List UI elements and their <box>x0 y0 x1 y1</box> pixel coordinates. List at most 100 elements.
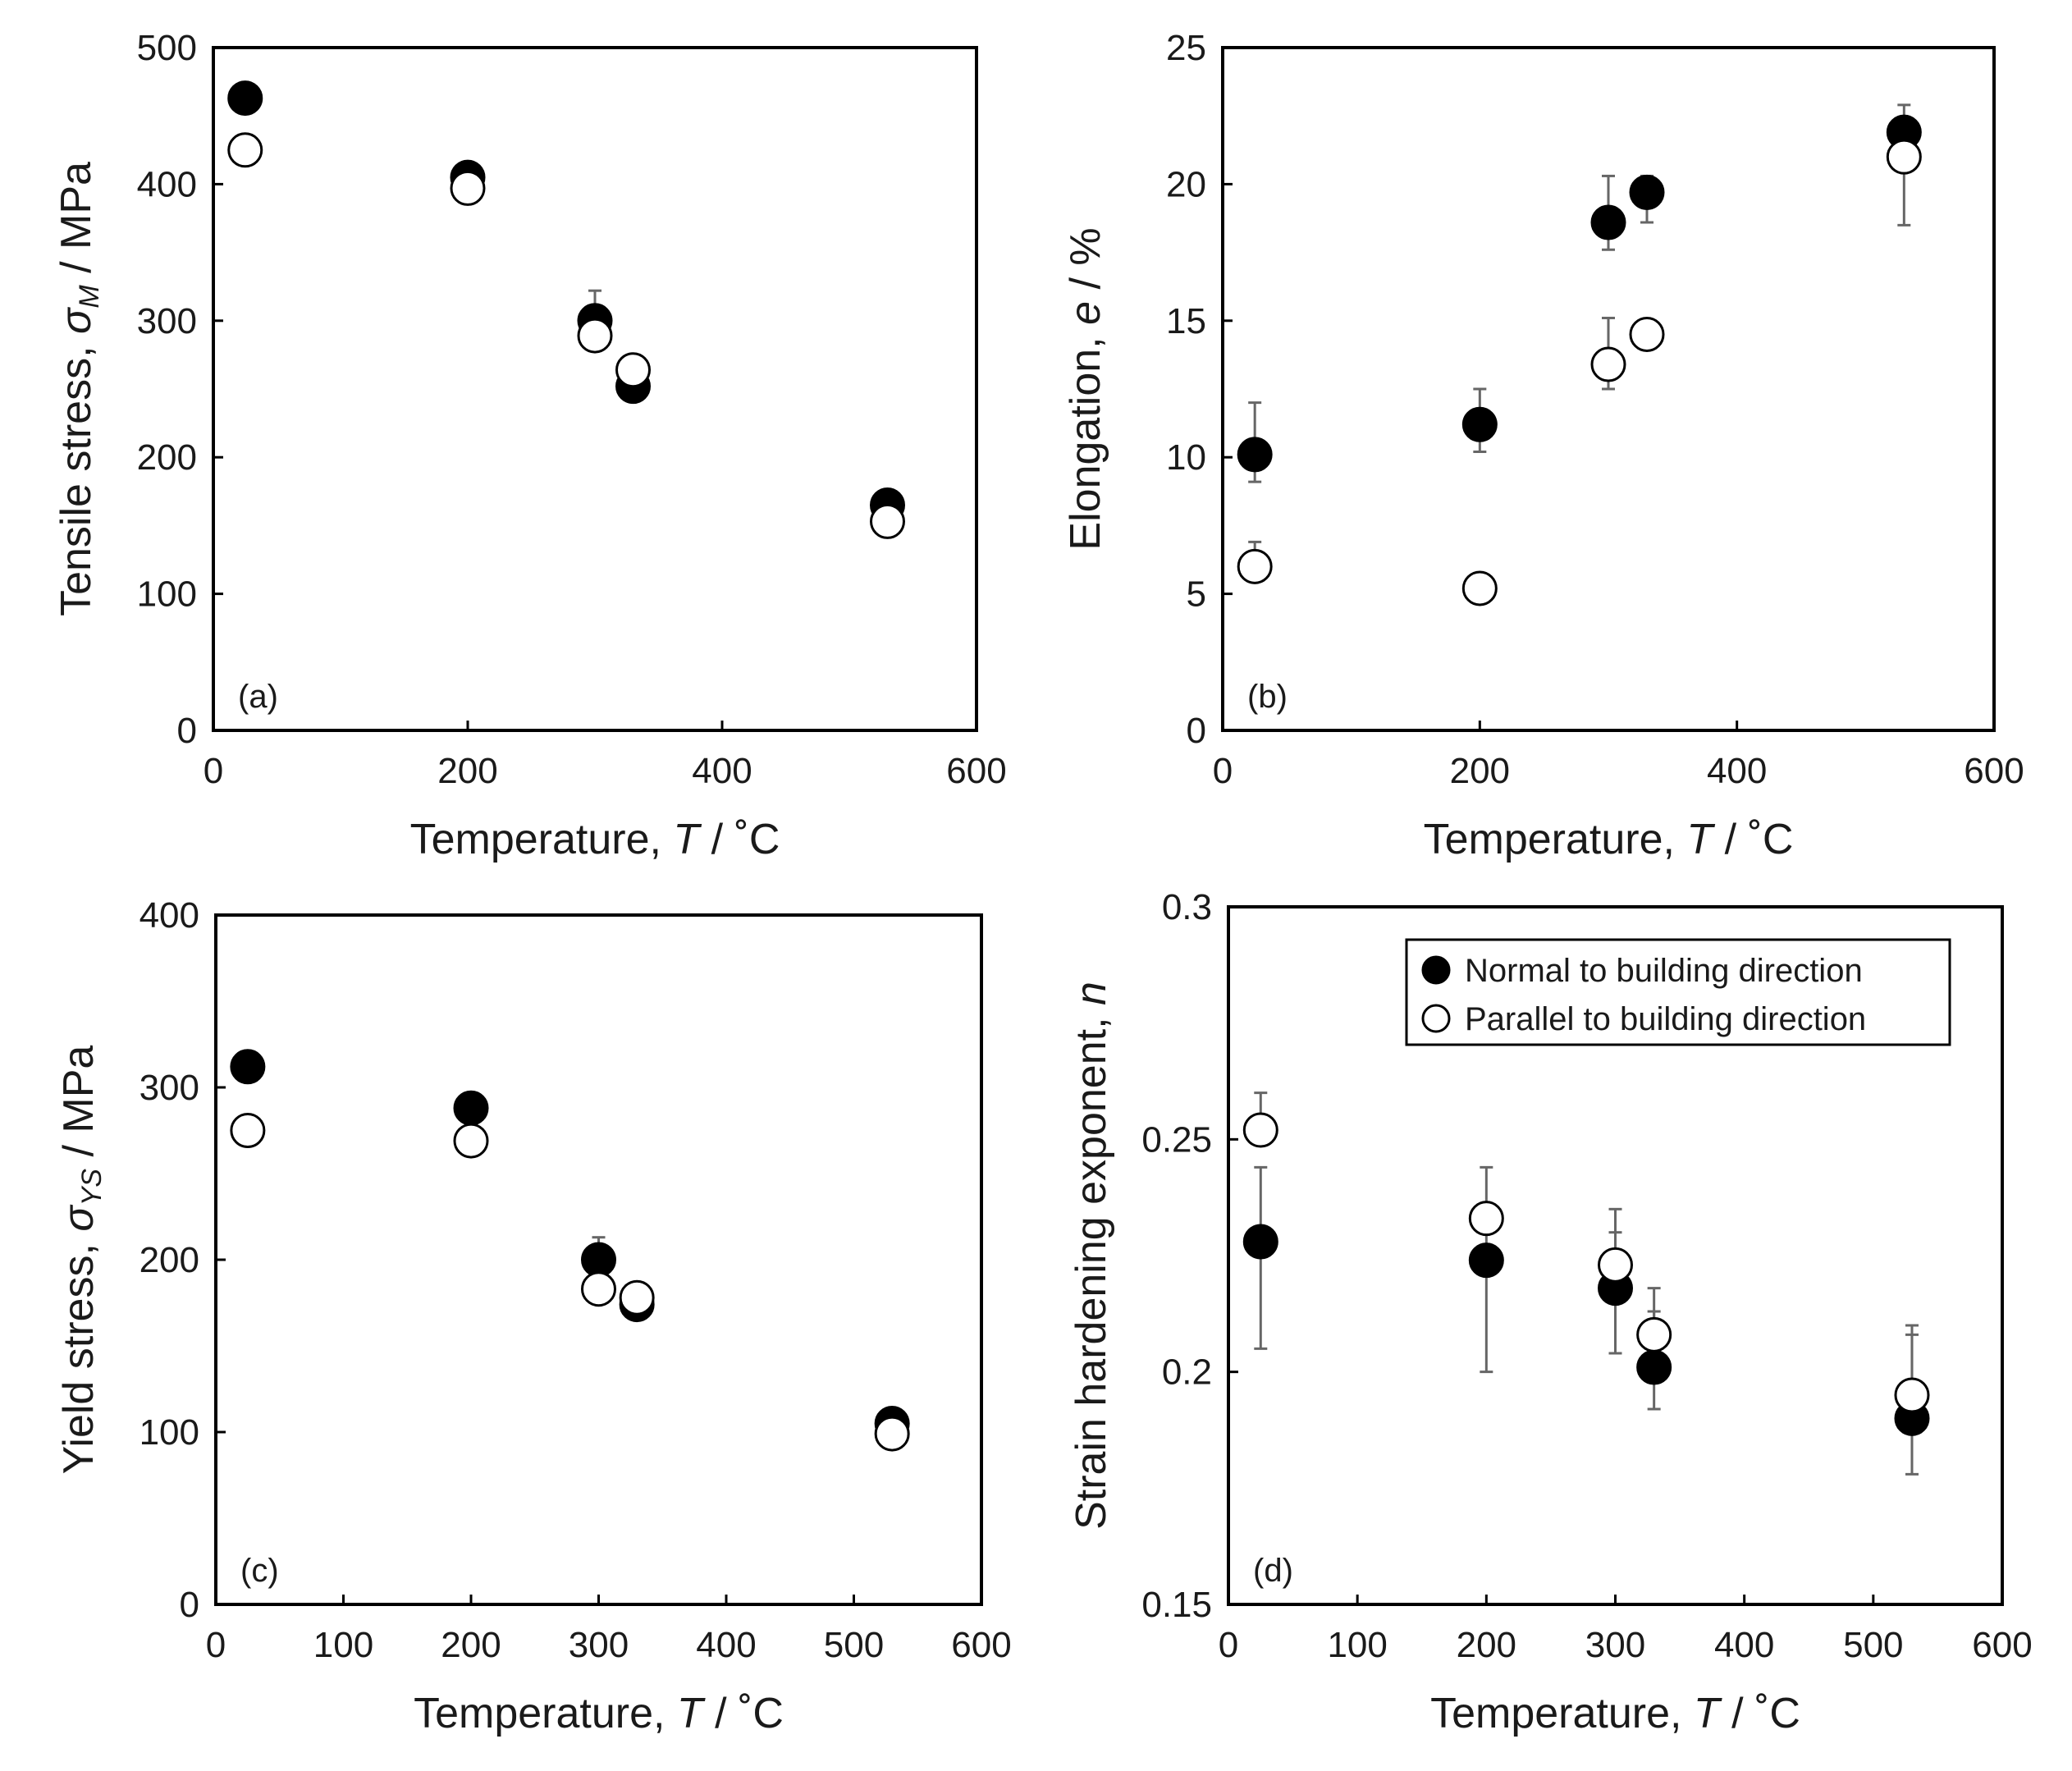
y-tick-label: 200 <box>137 437 197 478</box>
x-tick-label: 100 <box>313 1625 373 1665</box>
data-point-parallel <box>230 1113 266 1148</box>
x-tick-label: 500 <box>1843 1625 1903 1665</box>
data-point-parallel <box>1636 1316 1672 1352</box>
x-tick-label: 600 <box>951 1625 1011 1665</box>
data-point-parallel <box>1461 570 1498 606</box>
y-tick-label: 300 <box>137 301 197 341</box>
x-tick-label: 400 <box>692 751 752 791</box>
data-point-normal <box>1237 437 1273 473</box>
y-tick-label: 5 <box>1187 574 1206 615</box>
y-tick-label: 25 <box>1166 28 1206 68</box>
data-point-normal <box>1629 174 1665 210</box>
plot-frame <box>1221 46 1996 732</box>
panel-c: 0 100 200 300 400 500 600 0 100 200 300 400 Temperat… <box>55 895 1012 1737</box>
x-tick-label: 200 <box>1457 1625 1516 1665</box>
x-axis-title: Temperature, T / ˚C <box>1430 1690 1800 1737</box>
data-point-parallel <box>1237 548 1273 584</box>
legend-parallel-label: Parallel to building direction <box>1465 1001 1866 1037</box>
y-tick-label: 15 <box>1166 301 1206 341</box>
data-point-parallel <box>874 1416 910 1452</box>
data-point-normal <box>1636 1349 1672 1385</box>
y-tick-label: 0 <box>1187 711 1206 751</box>
data-point-normal <box>227 80 263 117</box>
y-tick-label: 0.25 <box>1141 1119 1212 1160</box>
y-tick-label: 200 <box>140 1240 199 1280</box>
y-tick-label: 0.15 <box>1141 1585 1212 1625</box>
x-axis-title: Temperature, T / ˚C <box>414 1690 784 1737</box>
panel-label: (a) <box>238 679 278 715</box>
y-tick-label: 10 <box>1166 437 1206 478</box>
y-axis-title: Yield stress, σYS / MPa <box>55 1046 107 1475</box>
series-parallel <box>1242 1091 1930 1413</box>
legend-normal-marker <box>1421 955 1451 985</box>
data-point-normal <box>1468 1242 1504 1279</box>
data-point-normal <box>453 1090 489 1126</box>
data-point-parallel <box>1629 316 1665 352</box>
x-tick-label: 0 <box>1219 1625 1238 1665</box>
x-tick-label: 300 <box>1585 1625 1645 1665</box>
series-normal <box>1237 103 1922 483</box>
data-point-parallel <box>870 503 905 539</box>
x-tick-label: 100 <box>1327 1625 1387 1665</box>
series-parallel <box>230 1113 910 1452</box>
x-tick-label: 600 <box>1972 1625 2032 1665</box>
y-tick-label: 400 <box>137 164 197 204</box>
data-point-parallel <box>577 318 613 354</box>
y-tick-label: 0.2 <box>1162 1352 1212 1393</box>
x-tick-label: 200 <box>441 1625 501 1665</box>
data-point-parallel <box>619 1279 655 1316</box>
y-tick-label: 300 <box>140 1068 199 1108</box>
y-tick-label: 0.3 <box>1162 887 1212 927</box>
series-parallel <box>227 132 905 539</box>
y-axis-title: Tensile stress, σM / MPa <box>53 162 105 616</box>
y-tick-label: 400 <box>140 895 199 936</box>
y-tick-label: 500 <box>137 28 197 68</box>
x-tick-label: 400 <box>1714 1625 1774 1665</box>
data-point-normal <box>230 1049 266 1085</box>
y-tick-label: 0 <box>177 711 197 751</box>
data-point-parallel <box>1242 1112 1278 1148</box>
y-tick-label: 100 <box>140 1412 199 1453</box>
legend-box <box>1405 938 1951 1046</box>
x-tick-label: 600 <box>946 751 1006 791</box>
data-point-parallel <box>227 132 263 168</box>
data-point-parallel <box>450 170 486 206</box>
data-point-parallel <box>1598 1247 1633 1283</box>
data-point-parallel <box>1468 1201 1504 1237</box>
y-tick-label: 100 <box>137 574 197 615</box>
data-point-parallel <box>1590 346 1626 382</box>
data-point-normal <box>1242 1224 1278 1260</box>
x-tick-label: 600 <box>1964 751 2024 791</box>
data-point-parallel <box>581 1271 616 1307</box>
y-tick-label: 20 <box>1166 164 1206 204</box>
data-point-parallel <box>453 1123 489 1159</box>
x-tick-label: 400 <box>696 1625 756 1665</box>
y-tick-label: 0 <box>180 1585 199 1625</box>
plot-frame <box>212 46 978 732</box>
panel-label: (c) <box>240 1553 279 1589</box>
legend-normal-label: Normal to building direction <box>1465 953 1863 989</box>
y-axis-title: Strain hardening exponent, n <box>1068 982 1115 1530</box>
panel-label: (d) <box>1253 1553 1293 1589</box>
x-tick-label: 0 <box>204 751 223 791</box>
x-tick-label: 200 <box>1450 751 1510 791</box>
panel-d: 0 100 200 300 400 500 600 0.15 0.2 0.25 0.3 Tempera… <box>1068 887 2033 1737</box>
x-tick-label: 500 <box>824 1625 884 1665</box>
legend: Normal to building direction Parallel to… <box>1405 938 1951 1046</box>
x-tick-label: 200 <box>437 751 497 791</box>
panel-label: (b) <box>1247 679 1288 715</box>
panel-a: 0 200 400 600 0 100 200 300 400 500 Temperature, T… <box>53 28 1007 863</box>
data-point-parallel <box>1886 139 1922 175</box>
panel-b: 0 200 400 600 0 5 10 15 20 25 Temperature, T / ˚C E… <box>1062 28 2024 863</box>
data-point-normal <box>581 1242 616 1278</box>
x-tick-label: 0 <box>1213 751 1233 791</box>
data-point-parallel <box>1894 1377 1930 1413</box>
series-normal <box>230 1049 910 1441</box>
y-axis-title: Elongation, e / % <box>1062 227 1109 550</box>
series-normal <box>1242 1165 1930 1476</box>
series-normal <box>227 80 905 523</box>
x-axis-title: Temperature, T / ˚C <box>1424 816 1794 863</box>
x-tick-label: 0 <box>206 1625 226 1665</box>
data-point-parallel <box>615 352 651 388</box>
